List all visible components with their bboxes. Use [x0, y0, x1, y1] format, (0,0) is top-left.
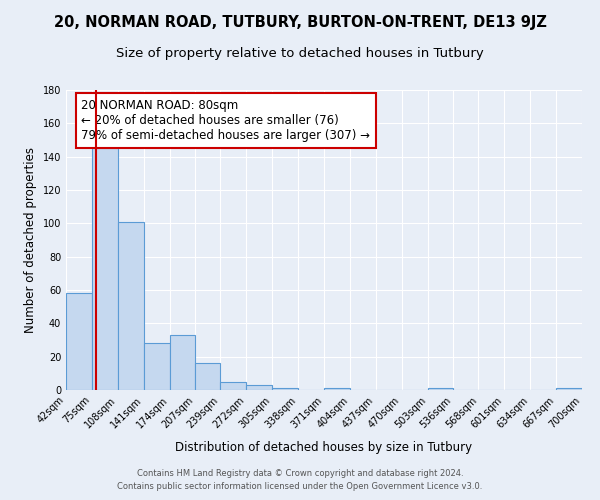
- Bar: [428, 388, 454, 390]
- Bar: [118, 222, 143, 390]
- Bar: [92, 148, 118, 390]
- Text: Contains HM Land Registry data © Crown copyright and database right 2024.: Contains HM Land Registry data © Crown c…: [137, 468, 463, 477]
- Bar: [272, 388, 298, 390]
- Text: 20 NORMAN ROAD: 80sqm
← 20% of detached houses are smaller (76)
79% of semi-deta: 20 NORMAN ROAD: 80sqm ← 20% of detached …: [82, 99, 370, 142]
- X-axis label: Distribution of detached houses by size in Tutbury: Distribution of detached houses by size …: [175, 441, 473, 454]
- Bar: [220, 382, 247, 390]
- Bar: [170, 335, 196, 390]
- Bar: [143, 344, 170, 390]
- Bar: [66, 294, 92, 390]
- Bar: [196, 364, 220, 390]
- Bar: [556, 388, 582, 390]
- Bar: [247, 385, 272, 390]
- Y-axis label: Number of detached properties: Number of detached properties: [24, 147, 37, 333]
- Bar: [324, 388, 350, 390]
- Text: Size of property relative to detached houses in Tutbury: Size of property relative to detached ho…: [116, 48, 484, 60]
- Text: 20, NORMAN ROAD, TUTBURY, BURTON-ON-TRENT, DE13 9JZ: 20, NORMAN ROAD, TUTBURY, BURTON-ON-TREN…: [53, 15, 547, 30]
- Text: Contains public sector information licensed under the Open Government Licence v3: Contains public sector information licen…: [118, 482, 482, 491]
